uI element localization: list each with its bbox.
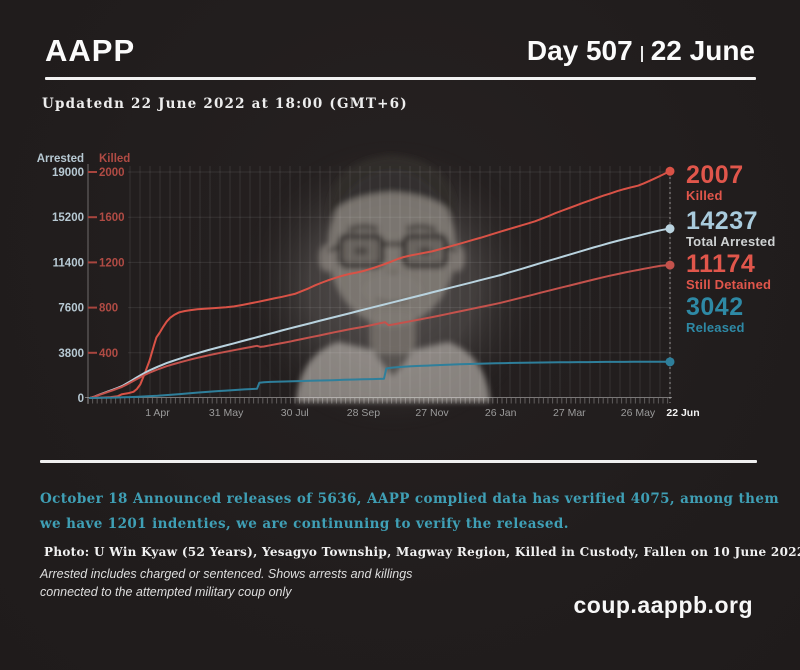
stat-killed: 2007 Killed: [686, 161, 744, 203]
aapp-logo: AAPP: [45, 33, 136, 68]
svg-text:400: 400: [99, 348, 118, 360]
stat-released: 3042 Released: [686, 293, 745, 335]
release-verification-line1: October 18 Announced releases of 5636, A…: [40, 491, 780, 507]
killed-total-value: 2007: [686, 161, 744, 189]
website-url: coup.aappb.org: [573, 592, 753, 618]
svg-text:26 May: 26 May: [621, 407, 656, 419]
svg-text:Arrested: Arrested: [37, 153, 84, 165]
day-date-separator: [640, 46, 643, 62]
arrested-total-value: 14237: [686, 207, 759, 235]
updated-timestamp: Updatedn 22 June 2022 at 18:00 (GMT+6): [42, 96, 408, 112]
svg-text:3800: 3800: [58, 348, 84, 360]
detained-total-value: 11174: [686, 250, 756, 278]
svg-text:7600: 7600: [58, 303, 84, 315]
footer-divider: [40, 460, 757, 463]
svg-text:0: 0: [78, 393, 84, 405]
released-total-value: 3042: [686, 293, 744, 321]
svg-text:800: 800: [99, 303, 118, 315]
svg-text:1200: 1200: [99, 257, 125, 269]
svg-text:31 May: 31 May: [209, 407, 244, 419]
header-divider: [45, 77, 756, 80]
svg-text:19000: 19000: [52, 167, 84, 179]
svg-text:27 Nov: 27 Nov: [415, 407, 449, 419]
svg-text:22 Jun: 22 Jun: [666, 407, 699, 419]
stat-total-arrested: 14237 Total Arrested: [686, 207, 776, 249]
svg-text:1 Apr: 1 Apr: [145, 407, 170, 419]
photo-caption: Photo: U Win Kyaw (52 Years), Yesagyo To…: [44, 545, 800, 559]
svg-text:Killed: Killed: [99, 153, 130, 165]
release-verification-line2: we have 1201 indenties, we are continuni…: [40, 516, 569, 532]
portrait-photo-background: [240, 140, 544, 432]
svg-text:28 Sep: 28 Sep: [347, 407, 380, 419]
svg-text:2000: 2000: [99, 167, 125, 179]
stat-still-detained: 11174 Still Detained: [686, 250, 772, 292]
released-total-label: Released: [686, 320, 745, 335]
svg-text:26 Jan: 26 Jan: [485, 407, 517, 419]
arrested-total-label: Total Arrested: [686, 234, 776, 249]
killed-total-label: Killed: [686, 188, 723, 203]
day-counter: Day 507 22 June: [527, 35, 755, 67]
date-label: 22 June: [650, 35, 755, 66]
methodology-note: Arrested includes charged or sentenced. …: [40, 566, 412, 601]
methodology-note-line1: Arrested includes charged or sentenced. …: [40, 567, 413, 581]
svg-text:27 Mar: 27 Mar: [553, 407, 586, 419]
svg-text:11400: 11400: [53, 257, 84, 269]
release-verification-note: October 18 Announced releases of 5636, A…: [40, 487, 780, 537]
day-label: Day 507: [526, 35, 633, 66]
svg-text:15200: 15200: [52, 212, 84, 224]
detained-total-label: Still Detained: [686, 277, 772, 292]
methodology-note-line2: connected to the attempted military coup…: [40, 584, 292, 599]
svg-text:1600: 1600: [99, 212, 125, 224]
svg-text:30 Jul: 30 Jul: [281, 407, 309, 419]
